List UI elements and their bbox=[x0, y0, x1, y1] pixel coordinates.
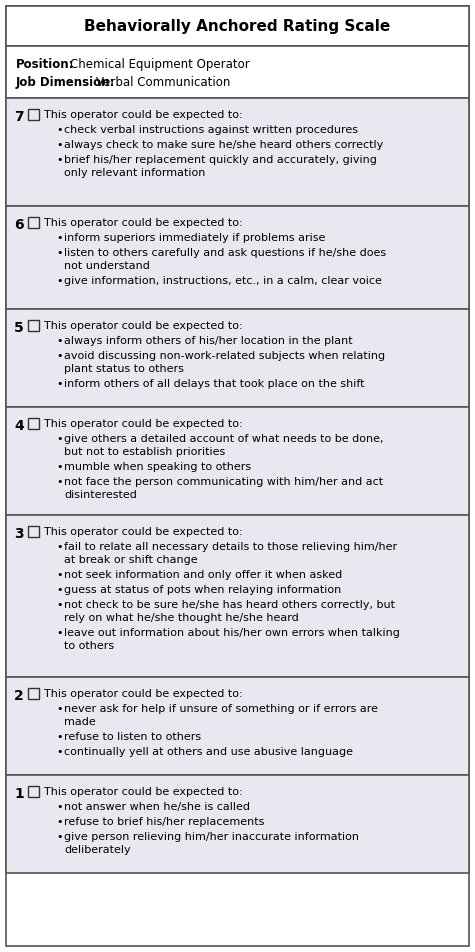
Text: leave out information about his/her own errors when talking: leave out information about his/her own … bbox=[64, 628, 400, 638]
Bar bbox=[6, 309, 469, 407]
Text: deliberately: deliberately bbox=[64, 845, 131, 855]
Bar bbox=[6, 6, 469, 46]
Text: not understand: not understand bbox=[64, 261, 150, 271]
Text: Chemical Equipment Operator: Chemical Equipment Operator bbox=[70, 58, 250, 71]
Bar bbox=[6, 775, 469, 873]
Text: guess at status of pots when relaying information: guess at status of pots when relaying in… bbox=[64, 585, 341, 595]
Text: refuse to brief his/her replacements: refuse to brief his/her replacements bbox=[64, 817, 265, 827]
Text: •: • bbox=[56, 477, 63, 487]
Bar bbox=[28, 418, 39, 429]
Text: always check to make sure he/she heard others correctly: always check to make sure he/she heard o… bbox=[64, 140, 383, 150]
Text: •: • bbox=[56, 732, 63, 742]
Text: continually yell at others and use abusive language: continually yell at others and use abusi… bbox=[64, 747, 353, 757]
Text: mumble when speaking to others: mumble when speaking to others bbox=[64, 462, 251, 472]
Text: •: • bbox=[56, 233, 63, 243]
Bar bbox=[6, 98, 469, 206]
Text: This operator could be expected to:: This operator could be expected to: bbox=[44, 218, 243, 228]
Text: rely on what he/she thought he/she heard: rely on what he/she thought he/she heard bbox=[64, 613, 299, 623]
Text: •: • bbox=[56, 379, 63, 389]
Bar bbox=[6, 46, 469, 98]
Text: Behaviorally Anchored Rating Scale: Behaviorally Anchored Rating Scale bbox=[85, 19, 390, 34]
Text: avoid discussing non-work-related subjects when relating: avoid discussing non-work-related subjec… bbox=[64, 351, 385, 361]
Bar bbox=[6, 515, 469, 677]
Text: •: • bbox=[56, 747, 63, 757]
Text: give information, instructions, etc., in a calm, clear voice: give information, instructions, etc., in… bbox=[64, 276, 382, 286]
Text: •: • bbox=[56, 155, 63, 165]
Text: 7: 7 bbox=[14, 110, 24, 124]
Text: •: • bbox=[56, 248, 63, 258]
Text: •: • bbox=[56, 276, 63, 286]
Text: 3: 3 bbox=[14, 527, 24, 541]
Text: but not to establish priorities: but not to establish priorities bbox=[64, 447, 225, 457]
Text: at break or shift change: at break or shift change bbox=[64, 555, 198, 565]
Text: check verbal instructions against written procedures: check verbal instructions against writte… bbox=[64, 125, 358, 135]
Text: •: • bbox=[56, 434, 63, 444]
Bar bbox=[28, 526, 39, 537]
Text: inform superiors immediately if problems arise: inform superiors immediately if problems… bbox=[64, 233, 325, 243]
Text: not answer when he/she is called: not answer when he/she is called bbox=[64, 802, 250, 812]
Text: Verbal Communication: Verbal Communication bbox=[96, 76, 230, 89]
Text: •: • bbox=[56, 585, 63, 595]
Text: 6: 6 bbox=[14, 218, 24, 232]
Text: •: • bbox=[56, 125, 63, 135]
Bar bbox=[28, 320, 39, 331]
Bar bbox=[28, 217, 39, 228]
Text: 2: 2 bbox=[14, 689, 24, 703]
Text: 4: 4 bbox=[14, 419, 24, 433]
Text: •: • bbox=[56, 336, 63, 346]
Text: brief his/her replacement quickly and accurately, giving: brief his/her replacement quickly and ac… bbox=[64, 155, 377, 165]
Text: plant status to others: plant status to others bbox=[64, 364, 184, 374]
Text: only relevant information: only relevant information bbox=[64, 168, 205, 178]
Text: Job Dimension:: Job Dimension: bbox=[16, 76, 115, 89]
Text: always inform others of his/her location in the plant: always inform others of his/her location… bbox=[64, 336, 352, 346]
Text: disinterested: disinterested bbox=[64, 490, 137, 500]
Bar bbox=[28, 109, 39, 120]
Bar bbox=[28, 688, 39, 699]
Text: •: • bbox=[56, 628, 63, 638]
Text: •: • bbox=[56, 832, 63, 842]
Text: made: made bbox=[64, 717, 96, 727]
Text: This operator could be expected to:: This operator could be expected to: bbox=[44, 110, 243, 120]
Bar bbox=[6, 677, 469, 775]
Text: not face the person communicating with him/her and act: not face the person communicating with h… bbox=[64, 477, 383, 487]
Text: •: • bbox=[56, 462, 63, 472]
Text: to others: to others bbox=[64, 641, 114, 651]
Text: •: • bbox=[56, 704, 63, 714]
Text: fail to relate all necessary details to those relieving him/her: fail to relate all necessary details to … bbox=[64, 542, 397, 552]
Text: give others a detailed account of what needs to be done,: give others a detailed account of what n… bbox=[64, 434, 383, 444]
Text: This operator could be expected to:: This operator could be expected to: bbox=[44, 787, 243, 797]
Text: Position:: Position: bbox=[16, 58, 75, 71]
Text: refuse to listen to others: refuse to listen to others bbox=[64, 732, 201, 742]
Text: •: • bbox=[56, 570, 63, 580]
Text: not check to be sure he/she has heard others correctly, but: not check to be sure he/she has heard ot… bbox=[64, 600, 395, 610]
Bar bbox=[6, 407, 469, 515]
Bar bbox=[28, 786, 39, 797]
Text: This operator could be expected to:: This operator could be expected to: bbox=[44, 321, 243, 331]
Text: This operator could be expected to:: This operator could be expected to: bbox=[44, 419, 243, 429]
Text: inform others of all delays that took place on the shift: inform others of all delays that took pl… bbox=[64, 379, 364, 389]
Text: 1: 1 bbox=[14, 787, 24, 801]
Text: not seek information and only offer it when asked: not seek information and only offer it w… bbox=[64, 570, 342, 580]
Text: •: • bbox=[56, 351, 63, 361]
Text: •: • bbox=[56, 542, 63, 552]
Text: This operator could be expected to:: This operator could be expected to: bbox=[44, 689, 243, 699]
Text: •: • bbox=[56, 802, 63, 812]
Bar bbox=[6, 206, 469, 309]
Text: give person relieving him/her inaccurate information: give person relieving him/her inaccurate… bbox=[64, 832, 359, 842]
Text: listen to others carefully and ask questions if he/she does: listen to others carefully and ask quest… bbox=[64, 248, 386, 258]
Text: This operator could be expected to:: This operator could be expected to: bbox=[44, 527, 243, 537]
Text: never ask for help if unsure of something or if errors are: never ask for help if unsure of somethin… bbox=[64, 704, 378, 714]
Text: 5: 5 bbox=[14, 321, 24, 335]
Text: •: • bbox=[56, 817, 63, 827]
Text: •: • bbox=[56, 140, 63, 150]
Text: •: • bbox=[56, 600, 63, 610]
